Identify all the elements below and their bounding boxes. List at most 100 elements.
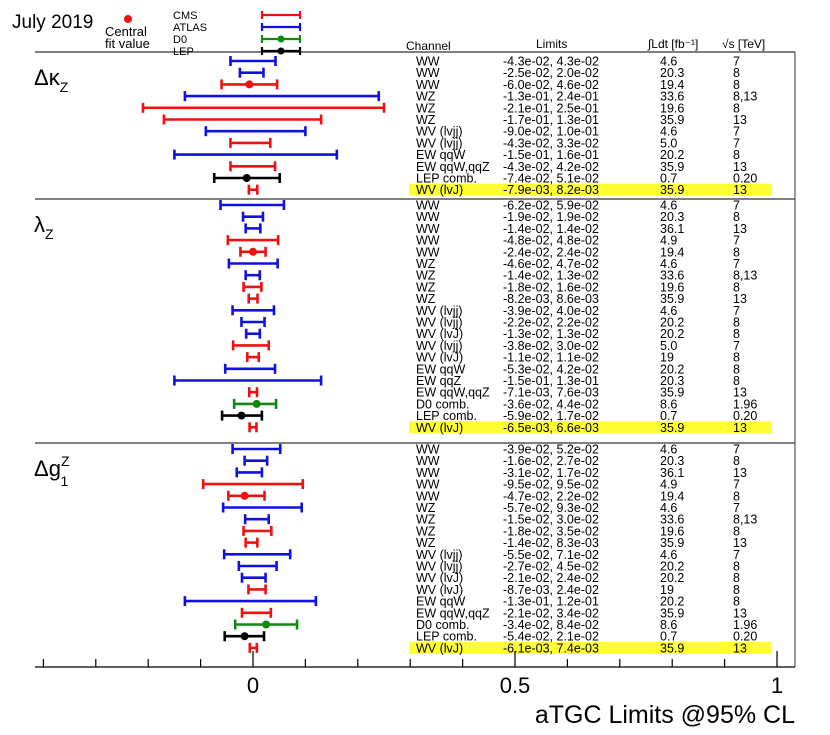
row-energy: 13 xyxy=(733,160,747,174)
highlight-layer xyxy=(409,183,772,654)
row-energy: 7 xyxy=(733,501,740,515)
legend-entry-label: LEP xyxy=(173,46,194,58)
header-energy: √s [TeV] xyxy=(722,37,765,51)
row-channel: WV (lvjj) xyxy=(416,316,463,330)
row-lumi: 19.6 xyxy=(660,280,684,294)
row-lumi: 20.2 xyxy=(660,595,684,609)
row-channel: WV (lvJ) xyxy=(416,571,463,585)
limit-row: WW -6.2e-02, 5.9e-02 4.6 7 xyxy=(219,199,740,213)
limit-row: WW -3.9e-02, 5.2e-02 4.6 7 xyxy=(231,443,740,457)
header-limits: Limits xyxy=(536,37,567,51)
row-energy: 7 xyxy=(733,136,740,150)
row-energy: 8 xyxy=(733,560,740,574)
row-channel: WW xyxy=(416,199,440,213)
highlight-band xyxy=(409,183,772,196)
row-channel: WZ xyxy=(416,501,436,515)
limit-row: WW -4.8e-02, 4.8e-02 4.9 7 xyxy=(226,234,740,248)
row-channel: WW xyxy=(416,234,440,248)
row-limits: -4.6e-02, 4.7e-02 xyxy=(503,257,599,271)
central-value-marker xyxy=(252,399,261,408)
limit-row: WV (lvJ) -6.1e-03, 7.4e-03 35.9 13 xyxy=(248,641,747,655)
row-energy: 13 xyxy=(733,606,747,620)
row-channel: EW qqZ xyxy=(416,374,462,388)
header-channel: Channel xyxy=(406,39,451,53)
row-channel: WW xyxy=(416,66,440,80)
row-channel: WW xyxy=(416,222,440,236)
row-limits: -1.5e-01, 1.3e-01 xyxy=(503,374,599,388)
row-channel: WZ xyxy=(416,257,436,271)
row-channel: WZ xyxy=(416,269,436,283)
row-channel: WZ xyxy=(416,536,436,550)
row-channel: WV (lvJ) xyxy=(416,421,463,435)
central-value-marker xyxy=(245,80,254,89)
limit-row: WZ -1.3e-01, 2.4e-01 33.6 8,13 xyxy=(183,90,757,104)
panel-label: ΔgZ 1 xyxy=(34,453,70,489)
row-channel: WV (lvjj) xyxy=(416,136,463,150)
row-lumi: 20.3 xyxy=(660,210,684,224)
limit-row: EW qqW -5.3e-02, 4.2e-02 20.2 8 xyxy=(223,362,740,376)
row-channel: WV (lvJ) xyxy=(416,351,463,365)
row-channel: WZ xyxy=(416,113,436,127)
row-energy: 7 xyxy=(733,125,740,139)
limit-row: WV (lvJ) -6.5e-03, 6.6e-03 35.9 13 xyxy=(248,421,747,435)
row-energy: 13 xyxy=(733,421,747,435)
limit-row: LEP comb. -5.9e-02, 1.7e-02 0.7 0.20 xyxy=(220,409,757,423)
row-energy: 7 xyxy=(733,478,740,492)
row-limits: -3.4e-02, 8.4e-02 xyxy=(503,618,599,632)
central-value-marker xyxy=(242,174,251,182)
limit-row: EW qqZ -1.5e-01, 1.3e-01 20.3 8 xyxy=(173,374,740,388)
row-channel: WV (lvjj) xyxy=(416,304,463,318)
row-lumi: 5.0 xyxy=(660,339,677,353)
limit-row: WZ -1.7e-01, 1.3e-01 35.9 13 xyxy=(162,113,747,127)
row-energy: 7 xyxy=(733,443,740,457)
row-energy: 8 xyxy=(733,78,740,92)
row-lumi: 8.6 xyxy=(660,397,677,411)
panel-label-sub: 1 xyxy=(61,473,69,489)
row-limits: -5.9e-02, 1.7e-02 xyxy=(503,409,599,423)
row-limits: -2.1e-01, 2.5e-01 xyxy=(503,101,599,115)
row-lumi: 35.9 xyxy=(660,641,684,655)
row-lumi: 20.3 xyxy=(660,454,684,468)
limit-row: WZ -4.6e-02, 4.7e-02 4.6 7 xyxy=(227,257,740,271)
limit-row: WV (lvjj) -3.8e-02, 3.0e-02 5.0 7 xyxy=(231,339,740,353)
row-lumi: 20.2 xyxy=(660,148,684,162)
row-lumi: 19.4 xyxy=(660,78,684,92)
row-energy: 7 xyxy=(733,304,740,318)
limit-row: WV (lvJ) -1.1e-02, 1.1e-02 19 8 xyxy=(245,351,740,365)
limit-row: WW -3.1e-02, 1.7e-02 36.1 13 xyxy=(235,466,747,480)
row-lumi: 4.6 xyxy=(660,125,677,139)
row-channel: WZ xyxy=(416,90,436,104)
x-tick-label: 0.5 xyxy=(500,673,531,698)
row-lumi: 19.6 xyxy=(660,524,684,538)
legend-entry-marker xyxy=(277,35,285,43)
limit-row: WZ -1.4e-02, 1.3e-02 33.6 8,13 xyxy=(244,269,757,283)
row-limits: -2.7e-02, 4.5e-02 xyxy=(503,560,599,574)
panel-label-main: λ xyxy=(34,212,45,237)
central-value-marker xyxy=(240,491,249,500)
limit-row: WZ -1.8e-02, 1.6e-02 19.6 8 xyxy=(242,280,740,294)
row-lumi: 35.9 xyxy=(660,606,684,620)
row-limits: -2.1e-02, 2.4e-02 xyxy=(503,571,599,585)
row-energy: 8 xyxy=(733,595,740,609)
panel-label: ΔκZ xyxy=(34,65,69,95)
row-limits: -4.8e-02, 4.8e-02 xyxy=(503,234,599,248)
row-limits: -1.6e-02, 2.7e-02 xyxy=(503,454,599,468)
row-limits: -6.2e-02, 5.9e-02 xyxy=(503,199,599,213)
row-limits: -1.4e-02, 8.3e-03 xyxy=(503,536,599,550)
row-channel: D0 comb. xyxy=(416,397,470,411)
row-energy: 13 xyxy=(733,222,747,236)
row-energy: 13 xyxy=(733,641,747,655)
row-energy: 8 xyxy=(733,327,740,341)
row-limits: -1.3e-01, 2.4e-01 xyxy=(503,90,599,104)
row-lumi: 19.6 xyxy=(660,101,684,115)
row-energy: 8,13 xyxy=(733,90,757,104)
row-channel: EW qqW xyxy=(416,595,466,609)
row-lumi: 20.2 xyxy=(660,316,684,330)
row-limits: -6.0e-02, 4.6e-02 xyxy=(503,78,599,92)
row-limits: -4.7e-02, 2.2e-02 xyxy=(503,489,599,503)
row-limits: -1.8e-02, 1.6e-02 xyxy=(503,280,599,294)
row-channel: EW qqW,qqZ xyxy=(416,606,490,620)
